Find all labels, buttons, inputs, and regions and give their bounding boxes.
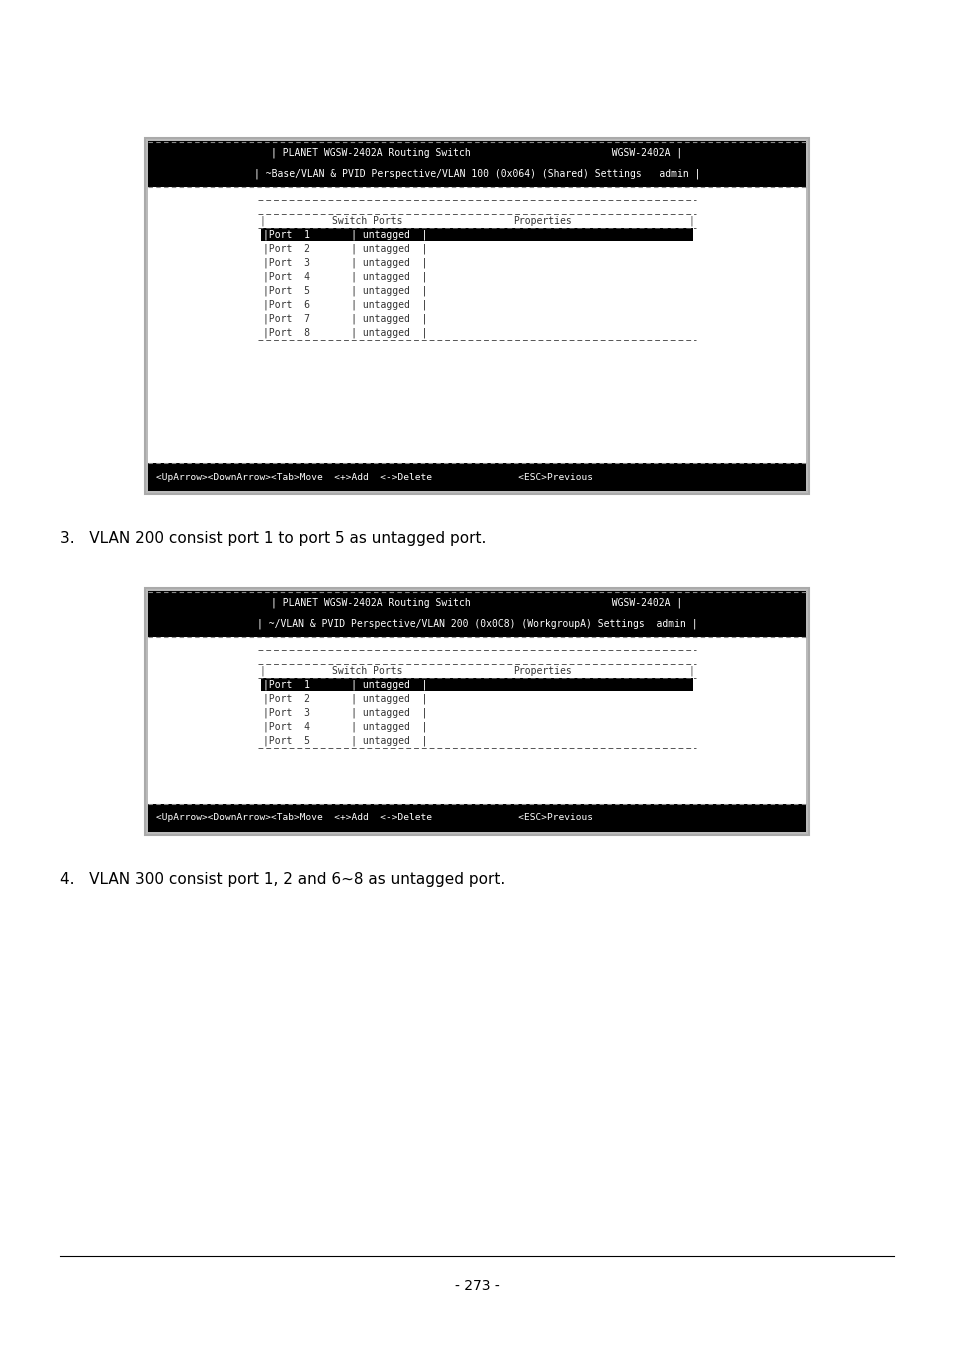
Text: |Port  2       | untagged  |: |Port 2 | untagged | <box>263 243 427 254</box>
Text: Switch Ports: Switch Ports <box>332 216 402 226</box>
Text: |Port  1       | untagged  |: |Port 1 | untagged | <box>263 230 427 240</box>
Text: |Port  5       | untagged  |: |Port 5 | untagged | <box>263 286 427 296</box>
FancyBboxPatch shape <box>148 463 805 490</box>
Text: |Port  4       | untagged  |: |Port 4 | untagged | <box>263 721 427 732</box>
Text: |Port  2       | untagged  |: |Port 2 | untagged | <box>263 694 427 704</box>
FancyBboxPatch shape <box>261 228 692 240</box>
Text: |Port  7       | untagged  |: |Port 7 | untagged | <box>263 313 427 324</box>
FancyBboxPatch shape <box>148 141 805 186</box>
Text: |Port  3       | untagged  |: |Port 3 | untagged | <box>263 258 427 269</box>
Text: |: | <box>260 216 266 226</box>
Text: |Port  8       | untagged  |: |Port 8 | untagged | <box>263 328 427 338</box>
Text: | ~/VLAN & PVID Perspective/VLAN 200 (0x0C8) (WorkgroupA) Settings  admin |: | ~/VLAN & PVID Perspective/VLAN 200 (0x… <box>256 619 697 630</box>
FancyBboxPatch shape <box>148 590 805 638</box>
Text: Properties: Properties <box>513 216 572 226</box>
FancyBboxPatch shape <box>148 141 805 490</box>
Text: 4.   VLAN 300 consist port 1, 2 and 6~8 as untagged port.: 4. VLAN 300 consist port 1, 2 and 6~8 as… <box>60 871 505 888</box>
FancyBboxPatch shape <box>148 804 805 832</box>
Text: |: | <box>260 666 266 677</box>
FancyBboxPatch shape <box>148 590 805 832</box>
Text: |Port  3       | untagged  |: |Port 3 | untagged | <box>263 708 427 719</box>
Text: |Port  1       | untagged  |: |Port 1 | untagged | <box>263 680 427 690</box>
Text: |Port  4       | untagged  |: |Port 4 | untagged | <box>263 272 427 282</box>
Text: Switch Ports: Switch Ports <box>332 666 402 676</box>
FancyBboxPatch shape <box>145 588 808 835</box>
Text: | PLANET WGSW-2402A Routing Switch                        WGSW-2402A |: | PLANET WGSW-2402A Routing Switch WGSW-… <box>271 597 682 608</box>
Text: |: | <box>687 666 693 677</box>
Text: | PLANET WGSW-2402A Routing Switch                        WGSW-2402A |: | PLANET WGSW-2402A Routing Switch WGSW-… <box>271 147 682 158</box>
Text: |Port  6       | untagged  |: |Port 6 | untagged | <box>263 300 427 311</box>
Text: <UpArrow><DownArrow><Tab>Move  <+>Add  <->Delete               <ESC>Previous: <UpArrow><DownArrow><Tab>Move <+>Add <->… <box>156 473 593 481</box>
Text: Properties: Properties <box>513 666 572 676</box>
Text: |Port  5       | untagged  |: |Port 5 | untagged | <box>263 736 427 746</box>
FancyBboxPatch shape <box>261 678 692 690</box>
Text: - 273 -: - 273 - <box>455 1279 498 1293</box>
Text: <UpArrow><DownArrow><Tab>Move  <+>Add  <->Delete               <ESC>Previous: <UpArrow><DownArrow><Tab>Move <+>Add <->… <box>156 813 593 823</box>
FancyBboxPatch shape <box>145 138 808 494</box>
Text: |: | <box>687 216 693 226</box>
Text: 3.   VLAN 200 consist port 1 to port 5 as untagged port.: 3. VLAN 200 consist port 1 to port 5 as … <box>60 531 486 546</box>
Text: | ~Base/VLAN & PVID Perspective/VLAN 100 (0x064) (Shared) Settings   admin |: | ~Base/VLAN & PVID Perspective/VLAN 100… <box>253 169 700 180</box>
